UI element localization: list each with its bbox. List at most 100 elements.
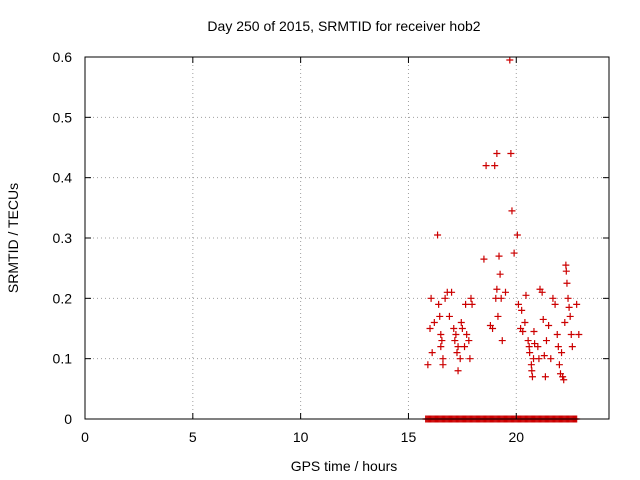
data-point [534, 343, 542, 351]
data-point [527, 361, 535, 369]
data-point [496, 270, 504, 278]
data-point [560, 376, 568, 384]
data-point [466, 355, 474, 363]
data-point [567, 331, 575, 339]
data-point [564, 294, 572, 302]
x-tick-label: 20 [508, 429, 524, 445]
data-point [428, 349, 436, 357]
data-point [465, 337, 473, 345]
x-axis: 0 5 10 15 20 [81, 57, 524, 445]
data-point [562, 261, 570, 269]
x-tick-label: 5 [189, 429, 197, 445]
data-point [524, 337, 532, 345]
data-point [559, 373, 567, 381]
data-point [568, 343, 576, 351]
data-point [565, 303, 573, 311]
y-tick-label: 0.4 [53, 170, 73, 186]
data-point [539, 315, 547, 323]
data-point [513, 231, 521, 239]
data-point [437, 343, 445, 351]
y-tick-label: 0.6 [53, 49, 73, 65]
data-point [441, 294, 449, 302]
data-point [506, 56, 514, 64]
data-point [531, 340, 539, 348]
data-point [427, 294, 435, 302]
data-point [453, 349, 461, 357]
data-point [573, 300, 581, 308]
data-point [558, 349, 566, 357]
data-point [525, 343, 533, 351]
data-point [454, 367, 462, 375]
data-point [549, 294, 557, 302]
data-point [501, 288, 509, 296]
data-point [426, 325, 434, 332]
data-point [430, 318, 438, 326]
x-tick-label: 0 [81, 429, 89, 445]
data-point [563, 279, 571, 287]
data-point [562, 267, 570, 275]
data-point [519, 328, 527, 336]
data-point [482, 162, 490, 170]
x-axis-label: GPS time / hours [291, 458, 398, 474]
data-point [554, 343, 562, 351]
x-tick-label: 15 [401, 429, 417, 445]
data-point [553, 331, 561, 339]
data-point [545, 321, 553, 329]
data-point [541, 373, 549, 381]
data-point [542, 337, 550, 345]
data-point [424, 361, 432, 369]
data-point [461, 343, 469, 351]
data-point [530, 328, 538, 336]
data-points [422, 56, 583, 423]
data-point [498, 337, 506, 345]
data-point [497, 294, 505, 302]
data-point [522, 291, 530, 299]
data-point [528, 373, 536, 381]
data-point [510, 249, 518, 257]
data-point [507, 150, 515, 158]
data-point [463, 331, 471, 339]
data-point [493, 285, 501, 293]
data-point [445, 312, 453, 320]
data-point [518, 306, 526, 314]
data-point [451, 337, 459, 345]
data-point [547, 355, 555, 363]
data-point [454, 343, 462, 351]
data-point [480, 255, 488, 263]
data-point [437, 331, 445, 339]
data-point [456, 355, 464, 363]
y-tick-label: 0.5 [53, 109, 73, 125]
data-point [555, 361, 563, 369]
data-point [561, 318, 569, 326]
data-point [495, 252, 503, 260]
grid-layer [85, 57, 609, 419]
data-point [493, 150, 501, 158]
data-point [521, 318, 529, 326]
data-point [528, 367, 536, 375]
data-point [551, 300, 559, 308]
data-point [508, 207, 516, 215]
data-point [491, 162, 499, 170]
data-point [458, 325, 466, 332]
y-tick-label: 0.2 [53, 290, 73, 306]
data-point [439, 361, 447, 369]
chart-title: Day 250 of 2015, SRMTID for receiver hob… [207, 18, 480, 34]
data-point [435, 300, 443, 308]
data-point [526, 349, 534, 357]
y-tick-label: 0.1 [53, 351, 73, 367]
data-point [540, 352, 548, 360]
data-point [575, 331, 583, 339]
data-point [494, 312, 502, 320]
data-point [566, 312, 574, 320]
data-point [468, 300, 476, 308]
data-point [439, 355, 447, 363]
y-axis: 0 0.1 0.2 0.3 0.4 0.5 0.6 [53, 49, 609, 427]
y-tick-label: 0.3 [53, 230, 73, 246]
data-point [452, 331, 460, 339]
data-point [434, 231, 442, 239]
data-point [514, 300, 522, 308]
data-point [538, 288, 546, 296]
data-point [438, 337, 446, 345]
x-tick-label: 10 [293, 429, 309, 445]
